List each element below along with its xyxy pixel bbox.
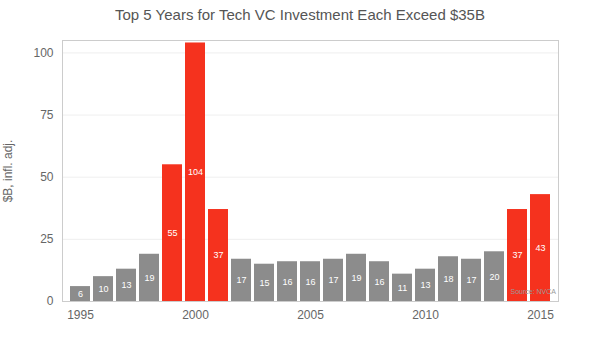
svg-text:20: 20 (489, 272, 499, 282)
svg-text:104: 104 (188, 167, 203, 177)
svg-text:10: 10 (98, 284, 108, 294)
svg-text:37: 37 (213, 250, 223, 260)
svg-text:55: 55 (167, 228, 177, 238)
svg-text:19: 19 (144, 273, 154, 283)
svg-text:43: 43 (535, 243, 545, 253)
svg-text:17: 17 (466, 275, 476, 285)
html-text:Source: NVCA: Source: NVCA (510, 288, 556, 295)
svg-text:2015: 2015 (527, 308, 554, 322)
svg-text:11: 11 (398, 283, 407, 293)
svg-text:37: 37 (512, 250, 522, 260)
svg-text:17: 17 (328, 275, 338, 285)
svg-text:13: 13 (420, 280, 430, 290)
svg-text:1995: 1995 (67, 308, 94, 322)
svg-text:2010: 2010 (412, 308, 439, 322)
svg-text:75: 75 (40, 108, 54, 122)
svg-text:16: 16 (282, 276, 292, 286)
svg-text:0: 0 (47, 294, 54, 308)
svg-text:25: 25 (40, 232, 54, 246)
html-text:Top 5 Years for Tech VC Invest: Top 5 Years for Tech VC Investment Each … (115, 6, 485, 23)
svg-text:2000: 2000 (182, 308, 209, 322)
svg-text:16: 16 (305, 276, 315, 286)
svg-text:6: 6 (78, 289, 83, 299)
svg-text:2005: 2005 (297, 308, 324, 322)
svg-text:100: 100 (33, 46, 53, 60)
svg-text:$B, infl. adj.: $B, infl. adj. (1, 140, 15, 203)
svg-text:50: 50 (40, 170, 54, 184)
svg-text:18: 18 (443, 274, 453, 284)
svg-text:15: 15 (259, 278, 269, 288)
svg-text:17: 17 (236, 275, 246, 285)
svg-text:19: 19 (351, 273, 361, 283)
svg-text:13: 13 (121, 280, 131, 290)
svg-text:16: 16 (374, 276, 384, 286)
